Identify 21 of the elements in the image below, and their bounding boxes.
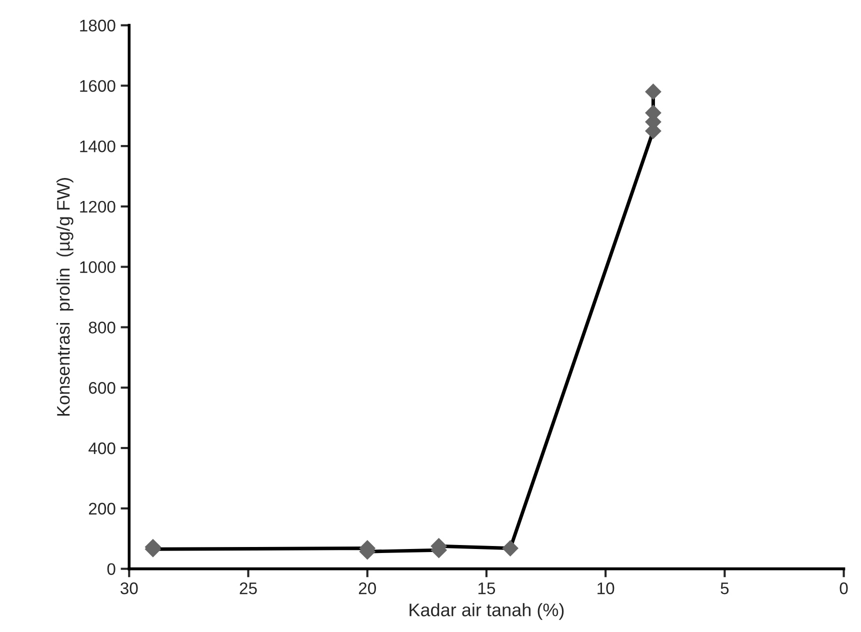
y-axis-title: Konsentrasi prolin (µg/g FW) (56, 178, 74, 416)
y-tick-label: 0 (107, 563, 116, 576)
y-tick-label: 1400 (80, 140, 116, 152)
x-axis-title: Kadar air tanah (%) (410, 603, 564, 620)
y-tick-label: 600 (88, 382, 116, 394)
y-tick-label: 800 (88, 322, 116, 334)
x-tick-label: 15 (478, 582, 496, 594)
point (644, 83, 662, 100)
y-tick-label: 200 (88, 502, 116, 515)
y-tick-label: 1200 (80, 200, 116, 213)
y-tick-label: 1600 (80, 80, 116, 92)
x-tick-label: 0 (840, 582, 848, 594)
y-tick-label: 1000 (80, 261, 116, 274)
y-tick-label: 400 (88, 442, 116, 454)
x-tick-label: 10 (598, 582, 614, 594)
y-tick-label: 1800 (80, 20, 116, 32)
point (502, 540, 519, 556)
x-tick-label: 5 (720, 582, 729, 594)
x-tick-label: 25 (240, 582, 257, 594)
x-tick-label: 20 (358, 582, 376, 594)
x-tick-label: 30 (120, 582, 138, 594)
